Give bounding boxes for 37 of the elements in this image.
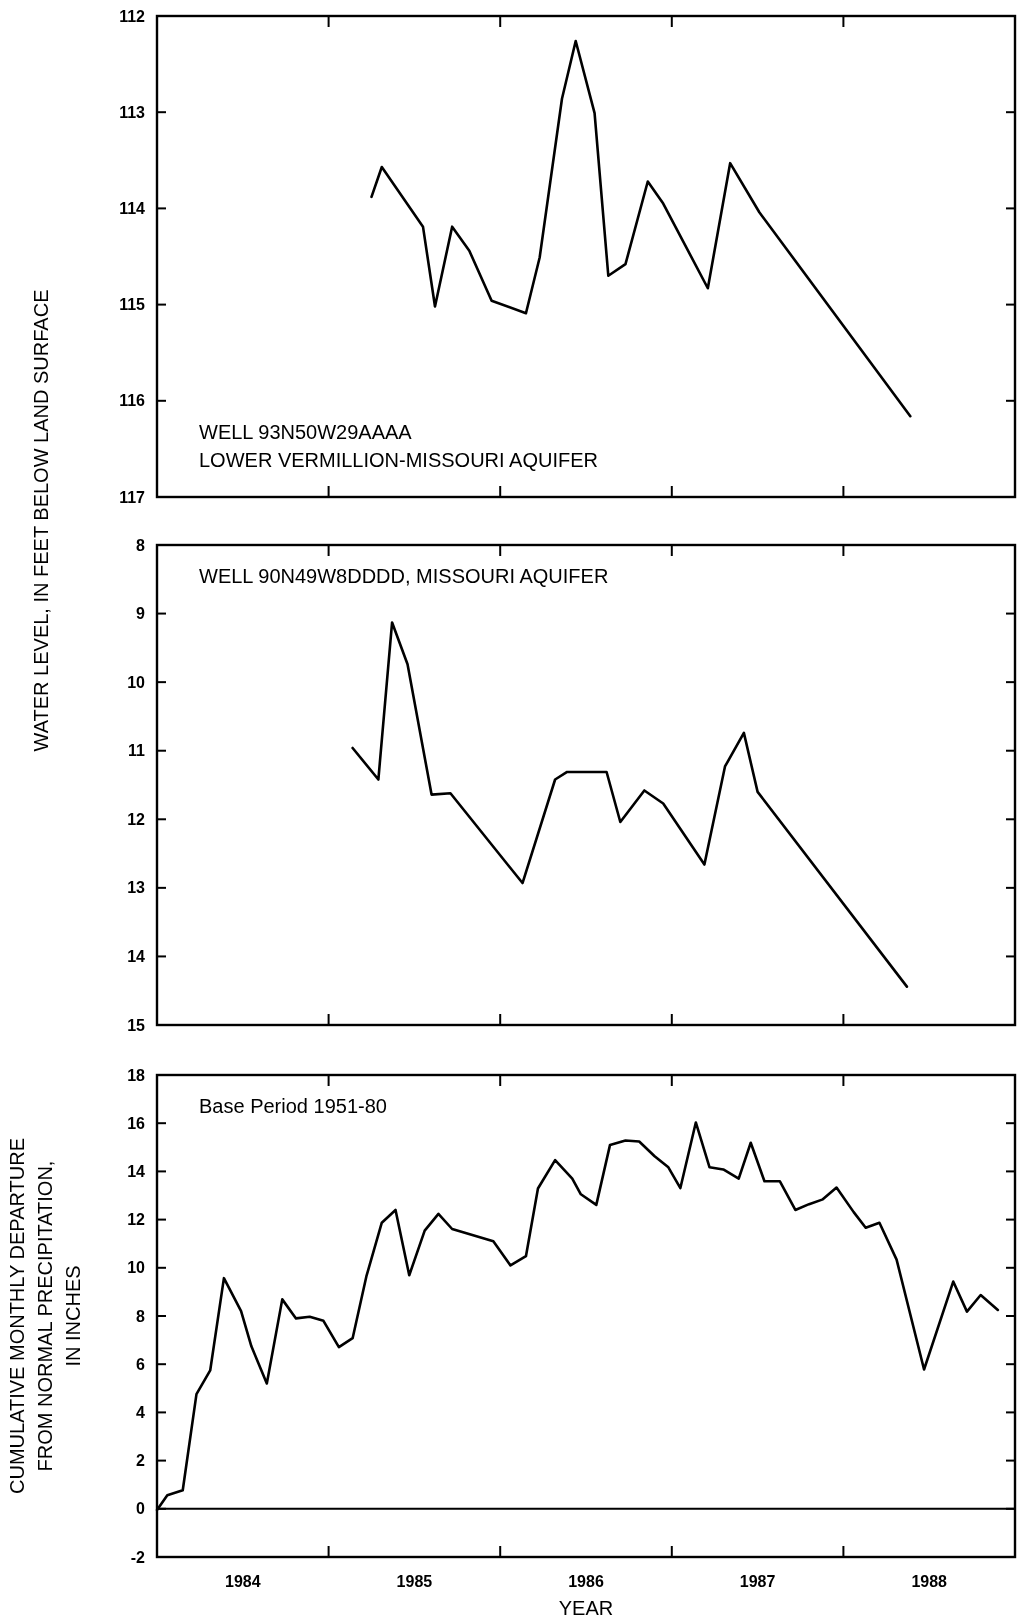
y-tick-label: 116	[119, 392, 146, 410]
y-tick-label: 18	[127, 1066, 146, 1084]
y-tick-label: 10	[127, 673, 146, 691]
annotation: LOWER VERMILLION-MISSOURI AQUIFER	[199, 449, 598, 471]
y-tick-label: 2	[136, 1452, 146, 1470]
y-tick-label: 14	[127, 948, 146, 966]
x-axis-title: YEAR	[558, 1597, 614, 1619]
y-tick-label: 10	[127, 1259, 146, 1277]
y-tick-label: 6	[136, 1355, 146, 1373]
y-tick-label: -2	[130, 1548, 146, 1566]
y-axis-title: WATER LEVEL, IN FEET BELOW LAND SURFACE	[30, 289, 52, 752]
x-tick-label: 1988	[911, 1573, 948, 1590]
y-tick-label: 4	[136, 1404, 146, 1421]
y-tick-label: 16	[127, 1114, 146, 1132]
y-tick-label: 14	[127, 1163, 146, 1180]
y-tick-label: 11	[128, 742, 146, 760]
y-tick-label: 9	[136, 605, 146, 623]
x-tick-label: 1985	[396, 1573, 433, 1590]
x-tick-label: 1986	[568, 1573, 604, 1590]
x-tick-label: 1987	[739, 1573, 776, 1590]
y-tick-label: 12	[127, 810, 146, 828]
annotation: WELL 93N50W29AAAA	[199, 421, 413, 443]
y-tick-label: 115	[119, 296, 146, 314]
y-tick-label: 117	[119, 488, 146, 506]
y-tick-label: 12	[127, 1211, 146, 1229]
annotation: Base Period 1951-80	[199, 1095, 387, 1117]
y-axis-title: CUMULATIVE MONTHLY DEPARTURE FROM NORMAL PRECIPITATION, IN INCHES	[6, 1138, 84, 1494]
y-tick-label: 8	[136, 1307, 146, 1325]
y-tick-label: 15	[127, 1016, 146, 1034]
annotation: WELL 90N49W8DDDD, MISSOURI AQUIFER	[199, 565, 609, 587]
y-tick-label: 113	[119, 103, 146, 121]
y-tick-label: 8	[136, 536, 146, 554]
x-tick-label: 1984	[225, 1573, 261, 1590]
y-tick-label: 112	[119, 7, 146, 25]
y-tick-label: 13	[127, 879, 146, 897]
y-tick-label: 114	[119, 200, 146, 217]
y-tick-label: 0	[136, 1500, 146, 1518]
